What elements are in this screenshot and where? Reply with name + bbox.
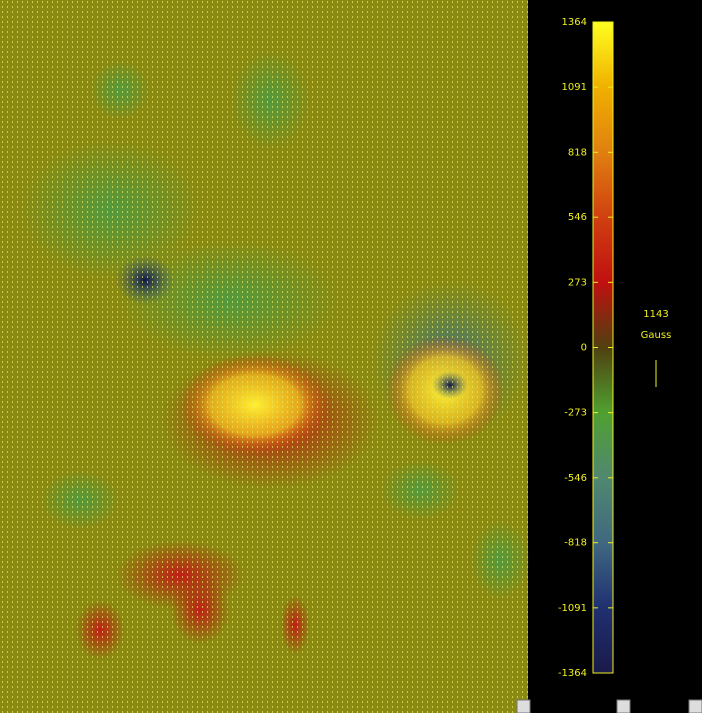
resize-handles[interactable]: [516, 699, 702, 713]
colorbar-ticks: 1364 1091 818 546 273 0 -273 -546 -818 -1091 -1364: [558, 17, 613, 679]
tick-label: 0: [581, 343, 587, 354]
magnetogram: [0, 0, 530, 713]
tick-label: -1364: [558, 668, 587, 679]
resize-handle[interactable]: [616, 699, 631, 713]
tick-label: 818: [568, 147, 587, 158]
resize-handle[interactable]: [688, 699, 702, 713]
tick-label: -273: [564, 408, 587, 419]
tick-label: 273: [568, 277, 587, 288]
tick-label: -546: [564, 473, 587, 484]
tick-label: 1364: [562, 17, 587, 28]
resize-handle[interactable]: [516, 699, 531, 713]
tick-label: 1091: [562, 82, 587, 93]
legend-value: 1143: [643, 309, 668, 320]
tick-label: 546: [568, 212, 587, 223]
tick-label: -818: [564, 538, 587, 549]
tick-label: -1091: [558, 603, 587, 614]
legend-unit: Gauss: [641, 330, 672, 341]
